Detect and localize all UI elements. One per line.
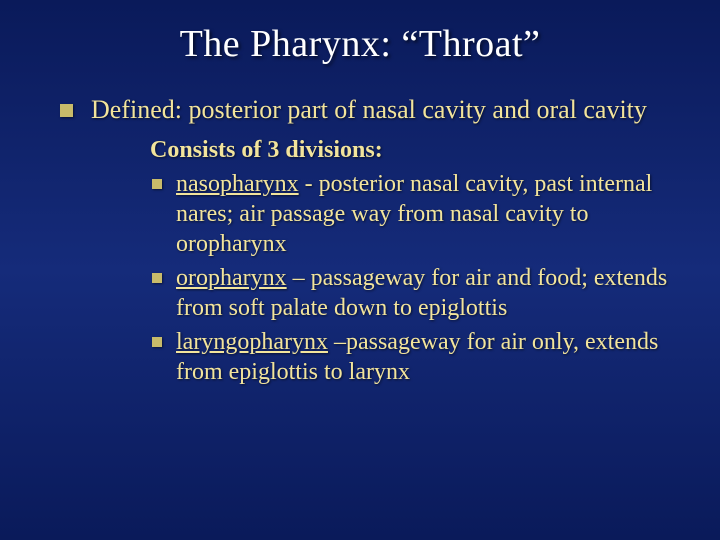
bullet-level2: oropharynx – passageway for air and food… [152, 263, 668, 323]
bullet-level2: laryngopharynx –passageway for air only,… [152, 327, 668, 387]
term: laryngopharynx [176, 329, 328, 355]
square-bullet-icon [152, 273, 162, 283]
level2-text: oropharynx – passageway for air and food… [176, 263, 668, 323]
level2-text: nasopharynx - posterior nasal cavity, pa… [176, 169, 668, 259]
sub-heading: Consists of 3 divisions: [150, 135, 668, 165]
square-bullet-icon [152, 337, 162, 347]
level1-text: Defined: posterior part of nasal cavity … [91, 94, 647, 127]
square-bullet-icon [60, 104, 73, 117]
term: oropharynx [176, 265, 287, 291]
term: nasopharynx [176, 171, 299, 197]
square-bullet-icon [152, 179, 162, 189]
sub-block: Consists of 3 divisions: nasopharynx - p… [60, 135, 680, 387]
level2-text: laryngopharynx –passageway for air only,… [176, 327, 668, 387]
slide-body: Defined: posterior part of nasal cavity … [0, 66, 720, 387]
slide-title: The Pharynx: “Throat” [0, 0, 720, 66]
bullet-level2: nasopharynx - posterior nasal cavity, pa… [152, 169, 668, 259]
bullet-level1: Defined: posterior part of nasal cavity … [60, 94, 680, 127]
